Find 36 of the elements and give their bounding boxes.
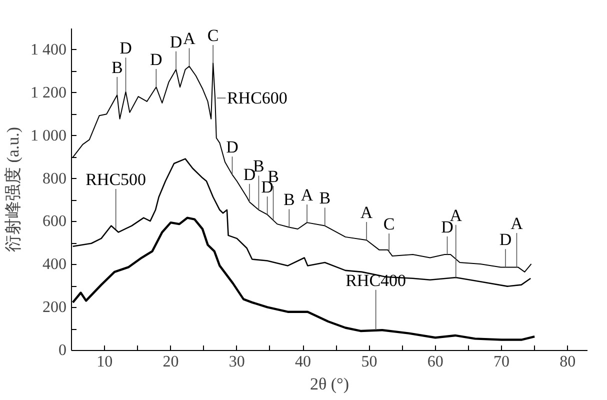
y-tick-label: 800: [42, 170, 66, 188]
y-axis-title: 衍射峰强度 (a.u.): [4, 126, 22, 252]
y-tick-label: 200: [42, 299, 66, 316]
x-tick-label: 40: [295, 354, 312, 370]
x-tick-label: 10: [96, 354, 113, 370]
x-tick-label: 80: [560, 354, 576, 370]
annotation: RHC600: [226, 88, 288, 108]
annotation: D: [499, 230, 512, 250]
annotation: B: [283, 190, 295, 210]
annotation: B: [111, 58, 123, 77]
annotation: D: [243, 164, 256, 184]
annotation: A: [510, 214, 524, 233]
annotation: D: [120, 38, 132, 58]
annotation: C: [207, 26, 219, 45]
annotation: RHC400: [346, 270, 406, 290]
annotation: RHC500: [86, 170, 146, 189]
y-tick-label: 600: [42, 213, 66, 230]
annotation: A: [360, 203, 374, 222]
annotation: A: [300, 185, 314, 204]
x-tick-label: 30: [228, 354, 245, 370]
x-tick-label: 70: [494, 354, 510, 370]
x-axis-title: 2θ (°): [310, 374, 350, 394]
annotation: D: [150, 50, 162, 69]
y-tick-label: 400: [42, 256, 66, 274]
annotation: B: [319, 188, 331, 208]
y-tick-label: 1 000: [30, 127, 66, 144]
annotation: C: [383, 214, 395, 234]
annotation: D: [226, 138, 238, 157]
y-tick-label: 0: [58, 342, 66, 359]
x-tick-label: 60: [427, 354, 444, 370]
y-tick-label: 1 400: [30, 41, 66, 58]
x-tick-label: 50: [361, 354, 378, 370]
annotation: D: [170, 32, 182, 52]
annotation: A: [183, 29, 196, 48]
x-tick-label: 20: [162, 354, 179, 370]
y-tick-label: 1 200: [30, 84, 66, 102]
